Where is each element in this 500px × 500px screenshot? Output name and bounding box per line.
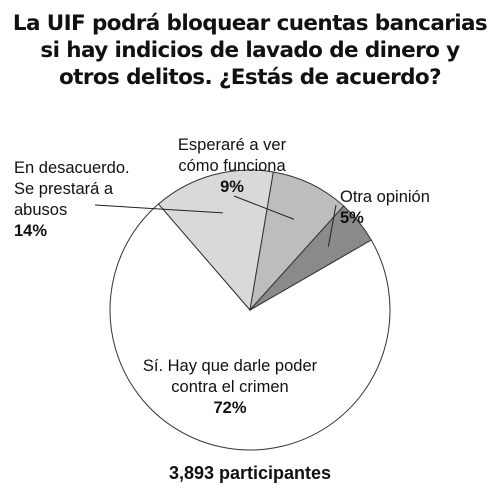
leader-line-esperare (233, 195, 295, 220)
pie-slice-si (109, 203, 391, 451)
label-desacuerdo-line-3: abusos (14, 201, 68, 219)
label-si-line-1: Sí. Hay que darle poder (142, 357, 318, 375)
label-esperare-value: 9% (220, 178, 244, 196)
label-otra-line-1: Otra opinión (340, 188, 430, 206)
leader-line-otra (327, 204, 337, 247)
chart-title: La UIF podrá bloquear cuentas bancarias … (0, 10, 500, 91)
label-esperare-line-1: Esperaré a ver (177, 136, 287, 154)
participants-count: 3,893 participantes (168, 463, 332, 483)
title-line-2: si hay indicios de lavado de dinero y (40, 38, 460, 63)
label-si-line-2: contra el crimen (171, 378, 289, 396)
label-desacuerdo: En desacuerdo. Se prestará a abusos 14% (14, 158, 130, 242)
label-desacuerdo-value: 14% (14, 222, 48, 240)
label-desacuerdo-line-1: En desacuerdo. (14, 159, 130, 177)
pie-slice-desacuerdo (157, 169, 274, 312)
label-esperare-line-2: cómo funciona (178, 157, 286, 175)
pie-slice-otra (249, 205, 372, 311)
label-esperare: Esperaré a ver cómo funciona 9% (172, 135, 292, 198)
label-otra-value: 5% (340, 209, 364, 227)
label-si-value: 72% (213, 399, 247, 417)
label-otra: Otra opinión 5% (340, 187, 430, 229)
pie-slice-esperare (249, 171, 345, 312)
label-desacuerdo-line-2: Se prestará a (14, 180, 114, 198)
label-si: Sí. Hay que darle poder contra el crimen… (110, 356, 350, 419)
leader-line-desacuerdo (94, 204, 223, 214)
title-line-1: La UIF podrá bloquear cuentas bancarias (12, 11, 488, 36)
title-line-3: otros delitos. ¿Estás de acuerdo? (59, 65, 442, 90)
